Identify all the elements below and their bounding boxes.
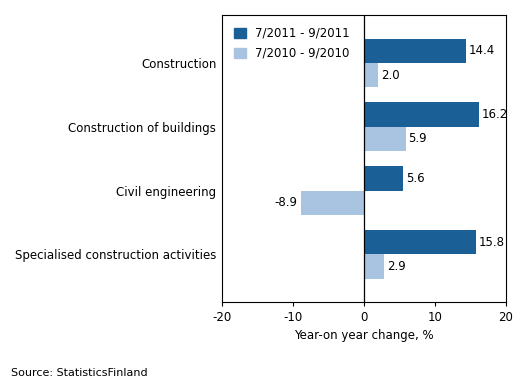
Bar — [364, 103, 478, 127]
Text: Source: StatisticsFinland: Source: StatisticsFinland — [11, 368, 147, 378]
Text: 16.2: 16.2 — [482, 108, 508, 121]
Text: -8.9: -8.9 — [275, 196, 298, 209]
Text: 14.4: 14.4 — [469, 44, 495, 57]
Bar — [364, 230, 476, 255]
Bar — [364, 166, 403, 191]
Text: 5.6: 5.6 — [406, 172, 425, 185]
Text: 15.8: 15.8 — [478, 236, 505, 249]
Bar — [300, 191, 364, 215]
Text: 2.0: 2.0 — [381, 68, 399, 82]
Bar — [364, 127, 406, 151]
Legend: 7/2011 - 9/2011, 7/2010 - 9/2010: 7/2011 - 9/2011, 7/2010 - 9/2010 — [228, 21, 355, 66]
Text: 5.9: 5.9 — [409, 132, 427, 146]
Text: 2.9: 2.9 — [387, 260, 406, 273]
X-axis label: Year-on year change, %: Year-on year change, % — [294, 329, 433, 342]
Bar — [364, 39, 466, 63]
Bar — [364, 63, 378, 87]
Bar — [364, 255, 384, 279]
